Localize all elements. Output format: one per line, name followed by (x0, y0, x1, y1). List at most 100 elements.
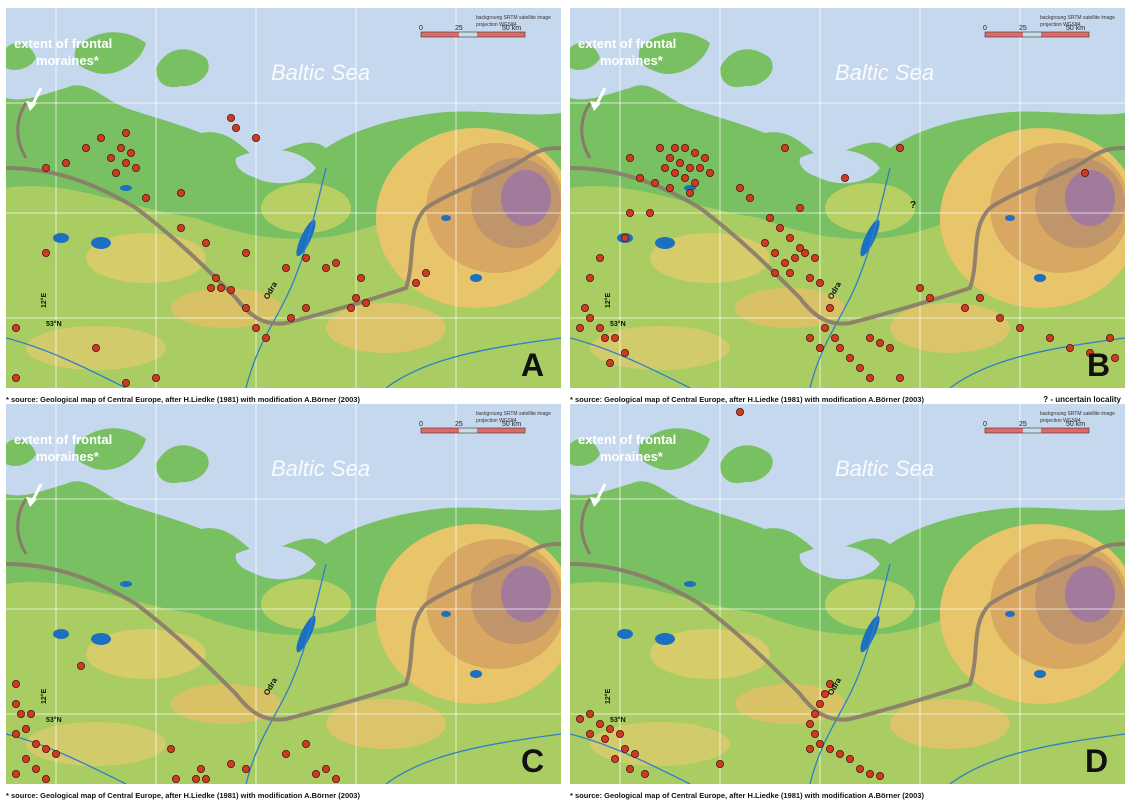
locality-marker (875, 338, 884, 347)
map-panel-a: A Baltic Sea extent of frontal moraines* ba… (6, 8, 561, 404)
locality-marker (580, 303, 589, 312)
locality-marker (835, 343, 844, 352)
locality-marker (775, 223, 784, 232)
locality-marker (800, 248, 809, 257)
moraine-label: moraines* (600, 449, 664, 464)
locality-marker (176, 223, 185, 232)
locality-marker (631, 749, 640, 758)
locality-marker (576, 323, 584, 332)
locality-marker (216, 283, 225, 292)
locality-marker (626, 153, 635, 162)
locality-marker (805, 719, 814, 728)
locality-marker (226, 114, 235, 123)
locality-marker (421, 268, 430, 277)
locality-marker (715, 759, 724, 768)
locality-marker (286, 313, 295, 322)
scale-note: projection WGS84 (476, 22, 517, 28)
locality-marker (251, 323, 260, 332)
locality-marker (641, 769, 650, 778)
locality-marker (122, 158, 131, 167)
locality-marker (356, 273, 365, 282)
locality-marker (1106, 333, 1115, 342)
locality-marker (875, 771, 884, 780)
locality-marker (885, 343, 894, 352)
locality-marker (681, 173, 690, 182)
locality-marker (12, 769, 20, 778)
locality-marker (795, 243, 804, 252)
locality-marker (132, 163, 141, 172)
scale-tick: 50 km (502, 421, 521, 428)
locality-marker (790, 253, 799, 262)
locality-marker (671, 143, 680, 152)
locality-marker (691, 148, 700, 157)
locality-marker (21, 724, 30, 733)
locality-marker (646, 208, 655, 217)
scale-note: backgroung SRTM satellite image (1040, 15, 1115, 21)
locality-marker (122, 129, 131, 138)
locality-marker (196, 764, 205, 773)
locality-marker (621, 744, 630, 753)
locality-marker (1045, 333, 1054, 342)
locality-marker (810, 709, 819, 718)
locality-marker (745, 193, 754, 202)
locality-marker (960, 303, 969, 312)
locality-marker (656, 143, 665, 152)
locality-marker (42, 248, 51, 257)
map-panel-b: ? B Baltic Sea extent of frontal moraines*… (570, 8, 1125, 404)
locality-marker (311, 769, 320, 778)
locality-marker (785, 268, 794, 277)
locality-marker (815, 739, 824, 748)
locality-marker (865, 769, 874, 778)
moraine-label: extent of frontal (578, 36, 676, 51)
longitude-label: 12°E (40, 688, 48, 704)
locality-marker (31, 764, 40, 773)
locality-marker (895, 373, 904, 382)
locality-marker (301, 739, 310, 748)
locality-marker (676, 158, 685, 167)
locality-marker (621, 348, 630, 357)
scale-note: backgroung SRTM satellite image (476, 411, 551, 417)
locality-marker (12, 323, 20, 332)
sea-label: Baltic Sea (271, 456, 370, 481)
locality-marker (241, 764, 250, 773)
locality-marker (765, 213, 774, 222)
locality-marker (845, 353, 854, 362)
scale-tick: 0 (983, 25, 987, 32)
locality-marker (346, 303, 355, 312)
latitude-label: 53°N (46, 716, 62, 724)
locality-marker (810, 253, 819, 262)
map-d: D Baltic Sea extent of frontal moraines* ba… (570, 404, 1125, 784)
locality-marker (825, 303, 834, 312)
locality-marker (12, 679, 20, 688)
scale-note: backgroung SRTM satellite image (476, 15, 551, 21)
scale-tick: 50 km (502, 25, 521, 32)
locality-marker (141, 193, 150, 202)
locality-marker (42, 744, 51, 753)
locality-marker (895, 143, 904, 152)
sea-label: Baltic Sea (835, 456, 934, 481)
locality-marker (661, 163, 670, 172)
locality-marker (585, 729, 594, 738)
locality-marker (82, 143, 91, 152)
locality-marker (805, 744, 814, 753)
locality-marker (760, 238, 769, 247)
locality-marker (815, 699, 824, 708)
locality-marker (321, 263, 330, 272)
scale-tick: 0 (419, 25, 423, 32)
locality-marker (651, 178, 660, 187)
localities-d (576, 408, 884, 780)
locality-marker (576, 714, 584, 723)
locality-marker (780, 143, 789, 152)
locality-marker (331, 774, 340, 783)
locality-marker (666, 183, 675, 192)
locality-marker (77, 661, 86, 670)
locality-marker (840, 173, 849, 182)
locality-marker (820, 689, 829, 698)
locality-marker (865, 373, 874, 382)
locality-marker (261, 333, 270, 342)
locality-marker (1080, 168, 1089, 177)
moraine-label: extent of frontal (14, 36, 112, 51)
moraine-label: extent of frontal (14, 432, 112, 447)
locality-marker (176, 188, 185, 197)
localities-c (12, 661, 340, 783)
